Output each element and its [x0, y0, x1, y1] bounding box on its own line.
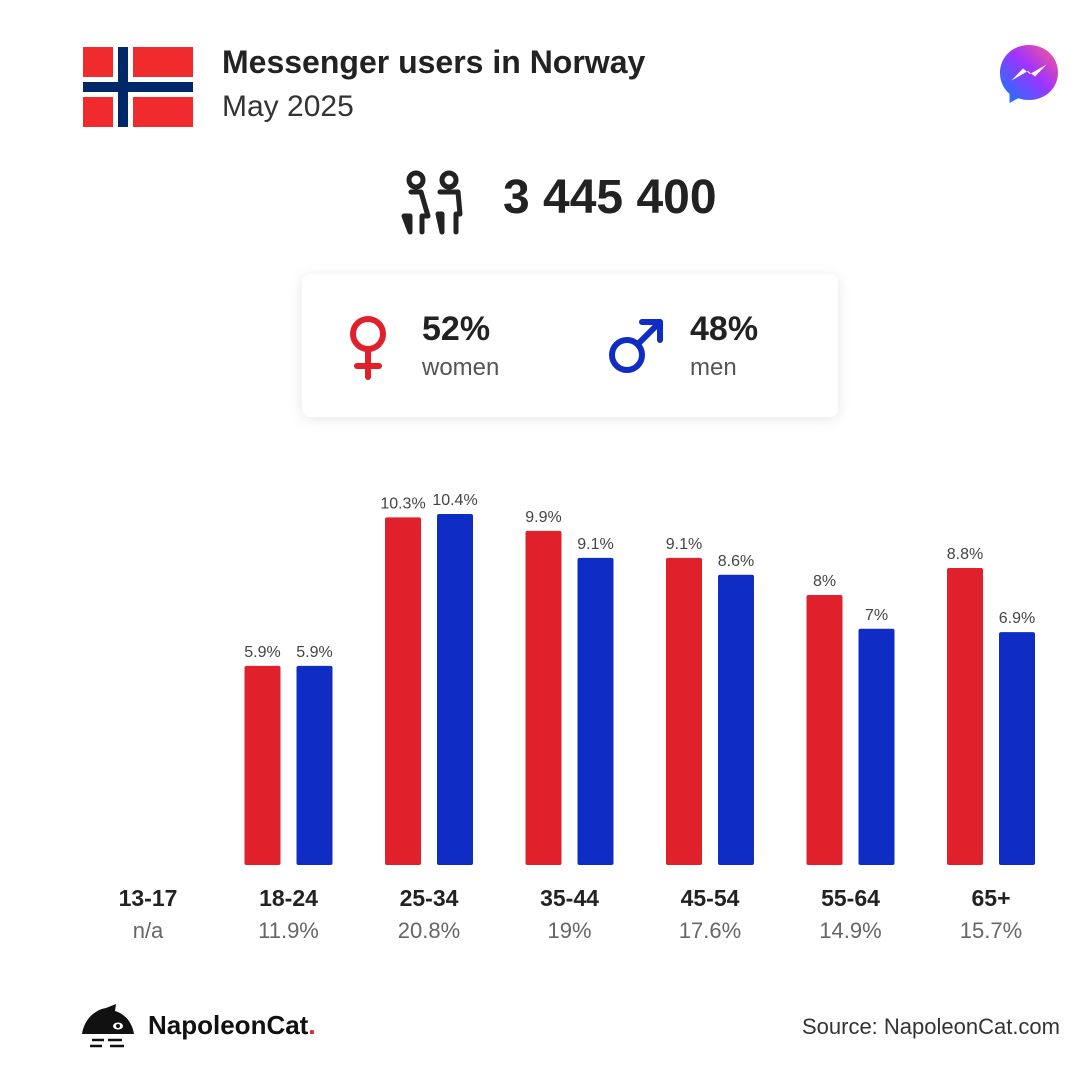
category-label-18-24: 18-24 — [259, 885, 318, 911]
data-label-men-45-54: 8.6% — [718, 553, 754, 570]
category-label-65+: 65+ — [971, 885, 1010, 911]
norway-flag-icon — [83, 47, 193, 127]
bar-women-45-54 — [666, 557, 702, 865]
data-label-men-55-64: 7% — [865, 607, 888, 624]
category-total-45-54: 17.6% — [679, 918, 741, 943]
men-percent: 48% — [690, 310, 759, 348]
bar-men-35-44 — [577, 557, 614, 865]
women-label: women — [422, 354, 500, 381]
source-credit: Source: NapoleonCat.com — [801, 1014, 1060, 1039]
men-label: men — [690, 354, 737, 381]
category-label-13-17: 13-17 — [119, 885, 178, 911]
category-total-25-34: 20.8% — [398, 918, 460, 943]
category-total-35-44: 19% — [547, 918, 591, 943]
data-label-men-18-24: 5.9% — [296, 644, 332, 661]
bar-men-65+ — [999, 632, 1035, 865]
total-users: 3 445 400 — [503, 171, 717, 224]
data-label-women-45-54: 9.1% — [666, 536, 702, 553]
male-symbol-icon — [609, 319, 663, 373]
page-title: Messenger users in Norway — [222, 44, 646, 80]
category-total-55-64: 14.9% — [819, 918, 881, 943]
data-label-men-25-34: 10.4% — [432, 492, 477, 509]
bar-women-55-64 — [806, 595, 843, 865]
messenger-logo-icon — [1000, 45, 1058, 103]
bar-men-55-64 — [858, 628, 895, 865]
female-symbol-icon — [350, 316, 386, 380]
bar-men-25-34 — [437, 514, 473, 865]
bar-women-18-24 — [244, 665, 281, 865]
women-percent: 52% — [422, 310, 491, 348]
category-label-25-34: 25-34 — [400, 885, 459, 911]
data-label-women-65+: 8.8% — [947, 546, 983, 563]
category-label-35-44: 35-44 — [540, 885, 599, 911]
data-label-women-55-64: 8% — [813, 573, 836, 590]
people-icon — [401, 170, 463, 235]
gender-summary-card: 52% women 48% men — [302, 274, 838, 417]
bar-men-45-54 — [718, 574, 754, 865]
bar-men-18-24 — [296, 665, 333, 865]
data-label-men-65+: 6.9% — [999, 610, 1035, 627]
category-label-45-54: 45-54 — [681, 885, 740, 911]
page-subtitle: May 2025 — [222, 90, 354, 123]
category-total-13-17: n/a — [133, 918, 164, 943]
category-label-55-64: 55-64 — [821, 885, 880, 911]
category-total-65+: 15.7% — [960, 918, 1022, 943]
napoleoncat-logo-icon — [82, 1004, 134, 1048]
bar-women-65+ — [947, 568, 983, 865]
age-gender-bar-chart: 13-17 n/a 5.9% 5.9% 18-24 11.9% 10.3% 10.4% 25-3… — [119, 492, 1036, 943]
brand-dot: . — [308, 1010, 316, 1040]
data-label-women-35-44: 9.9% — [525, 509, 561, 526]
data-label-men-35-44: 9.1% — [577, 536, 613, 553]
data-label-women-25-34: 10.3% — [380, 495, 425, 512]
brand-name: NapoleonCat. — [148, 1010, 316, 1041]
data-label-women-18-24: 5.9% — [244, 644, 280, 661]
bar-women-25-34 — [385, 517, 421, 865]
brand-name-text: NapoleonCat — [148, 1010, 309, 1040]
category-total-18-24: 11.9% — [258, 918, 319, 943]
bar-women-35-44 — [525, 530, 562, 865]
